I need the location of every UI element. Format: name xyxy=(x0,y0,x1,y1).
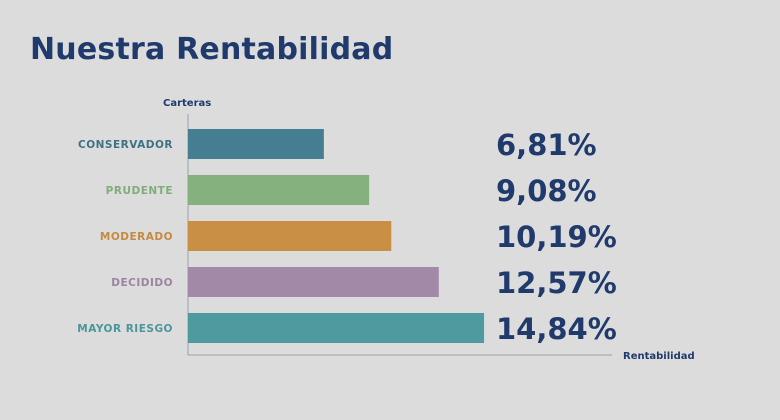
chart-title: Nuestra Rentabilidad xyxy=(30,32,394,67)
y-axis-label: Carteras xyxy=(163,98,211,109)
value-label: 10,19% xyxy=(496,220,617,254)
bar-conservador xyxy=(188,129,324,159)
bar-decidido xyxy=(188,267,439,297)
value-label: 9,08% xyxy=(496,174,597,208)
bar-mayor-riesgo xyxy=(188,313,485,343)
bar-prudente xyxy=(188,175,370,205)
category-label: DECIDIDO xyxy=(111,277,173,289)
value-label: 14,84% xyxy=(496,312,617,346)
value-label: 12,57% xyxy=(496,266,617,300)
category-label: MAYOR RIESGO xyxy=(77,323,173,335)
x-axis-label: Rentabilidad xyxy=(623,351,695,362)
category-label: PRUDENTE xyxy=(106,185,173,197)
bar-moderado xyxy=(188,221,392,251)
category-label: CONSERVADOR xyxy=(78,139,173,151)
value-label: 6,81% xyxy=(496,128,597,162)
category-label: MODERADO xyxy=(100,231,173,243)
